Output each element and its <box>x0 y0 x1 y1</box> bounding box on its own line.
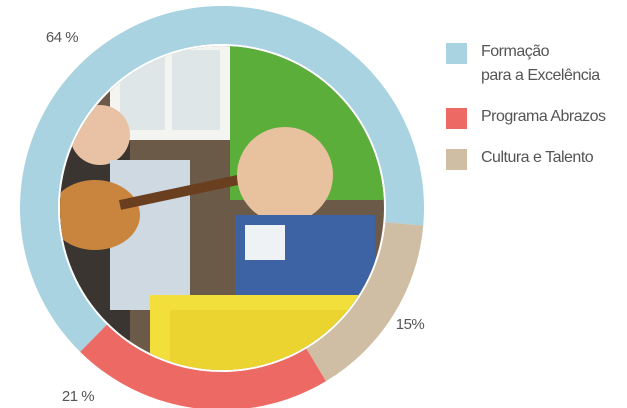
legend-item: Formação para a Excelência <box>446 40 626 88</box>
donut-segment <box>306 222 424 382</box>
legend-label: Programa Abrazos <box>481 108 606 125</box>
value-label: 64 % <box>46 29 78 46</box>
legend-label: Formação para a Excelência <box>481 43 600 84</box>
legend-item: Programa Abrazos <box>446 105 626 129</box>
donut-segment <box>80 324 327 408</box>
legend-swatch <box>446 149 467 170</box>
donut-segment <box>19 5 425 352</box>
legend-label: Cultura e Talento <box>481 149 594 166</box>
legend-swatch <box>446 43 467 64</box>
value-label: 15% <box>396 316 425 333</box>
legend: Formação para a Excelência Programa Abraz… <box>446 40 626 187</box>
value-label: 21 % <box>62 388 94 405</box>
legend-swatch <box>446 108 467 129</box>
legend-item: Cultura e Talento <box>446 146 626 170</box>
